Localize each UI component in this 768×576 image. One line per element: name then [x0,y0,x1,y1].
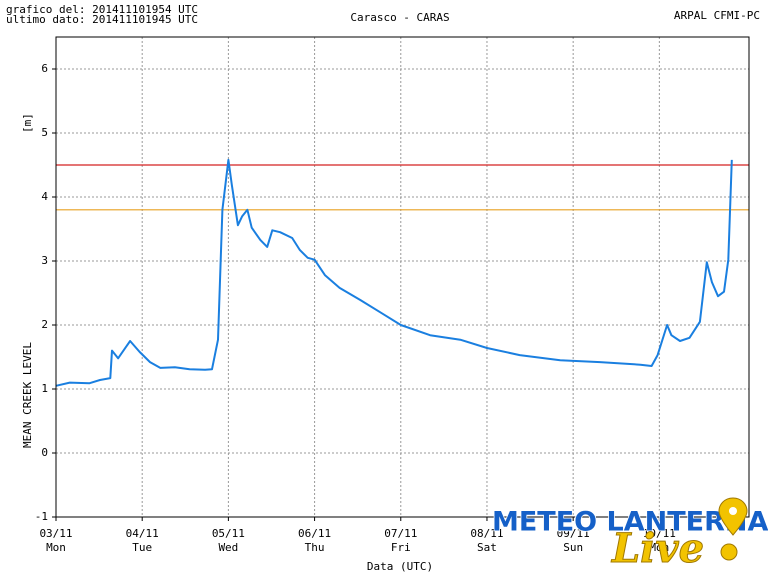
watermark: METEO LANTERNA Live [491,497,768,573]
pin-icon [718,497,748,536]
x-tick-label: 03/11 [39,527,72,540]
y-tick-label: 5 [41,126,48,139]
x-tick-day: Mon [649,541,669,554]
x-tick-label: 07/11 [384,527,417,540]
y-tick-label: 0 [41,446,48,459]
plot-frame [55,36,750,518]
x-tick-label: 10/11 [643,527,676,540]
level-line [55,158,733,387]
y-unit: [m] [21,113,34,133]
y-tick-label: 1 [41,382,48,395]
x-tick-day: Sun [563,541,583,554]
x-tick-day: Mon [46,541,66,554]
x-tick-label: 05/11 [212,527,245,540]
pin-hole [729,507,737,515]
x-tick-label: 09/11 [557,527,590,540]
x-tick-day: Wed [218,541,238,554]
x-tick-label: 04/11 [126,527,159,540]
y-tick-label: 3 [41,254,48,267]
x-tick-day: Fri [391,541,411,554]
x-tick-day: Tue [132,541,152,554]
header-line: grafico del: 201411101954 UTC [6,3,198,16]
sun-icon [720,543,738,561]
x-tick-label: 08/11 [470,527,503,540]
y-tick-label: 4 [41,190,48,203]
x-axis-label: Data (UTC) [367,560,433,573]
x-tick-label: 06/11 [298,527,331,540]
station-title: Carasco - CARAS [350,11,449,24]
x-tick-day: Thu [305,541,325,554]
y-tick-label: -1 [35,510,48,523]
header-line: ultimo dato: 201411101945 UTC [6,13,198,26]
x-tick-day: Sat [477,541,497,554]
y-tick-label: 2 [41,318,48,331]
source: ARPAL CFMI-PC [674,9,760,22]
y-tick-label: 6 [41,62,48,75]
watermark-script: Live [611,525,704,572]
y-axis-label: MEAN CREEK LEVEL [21,342,34,448]
